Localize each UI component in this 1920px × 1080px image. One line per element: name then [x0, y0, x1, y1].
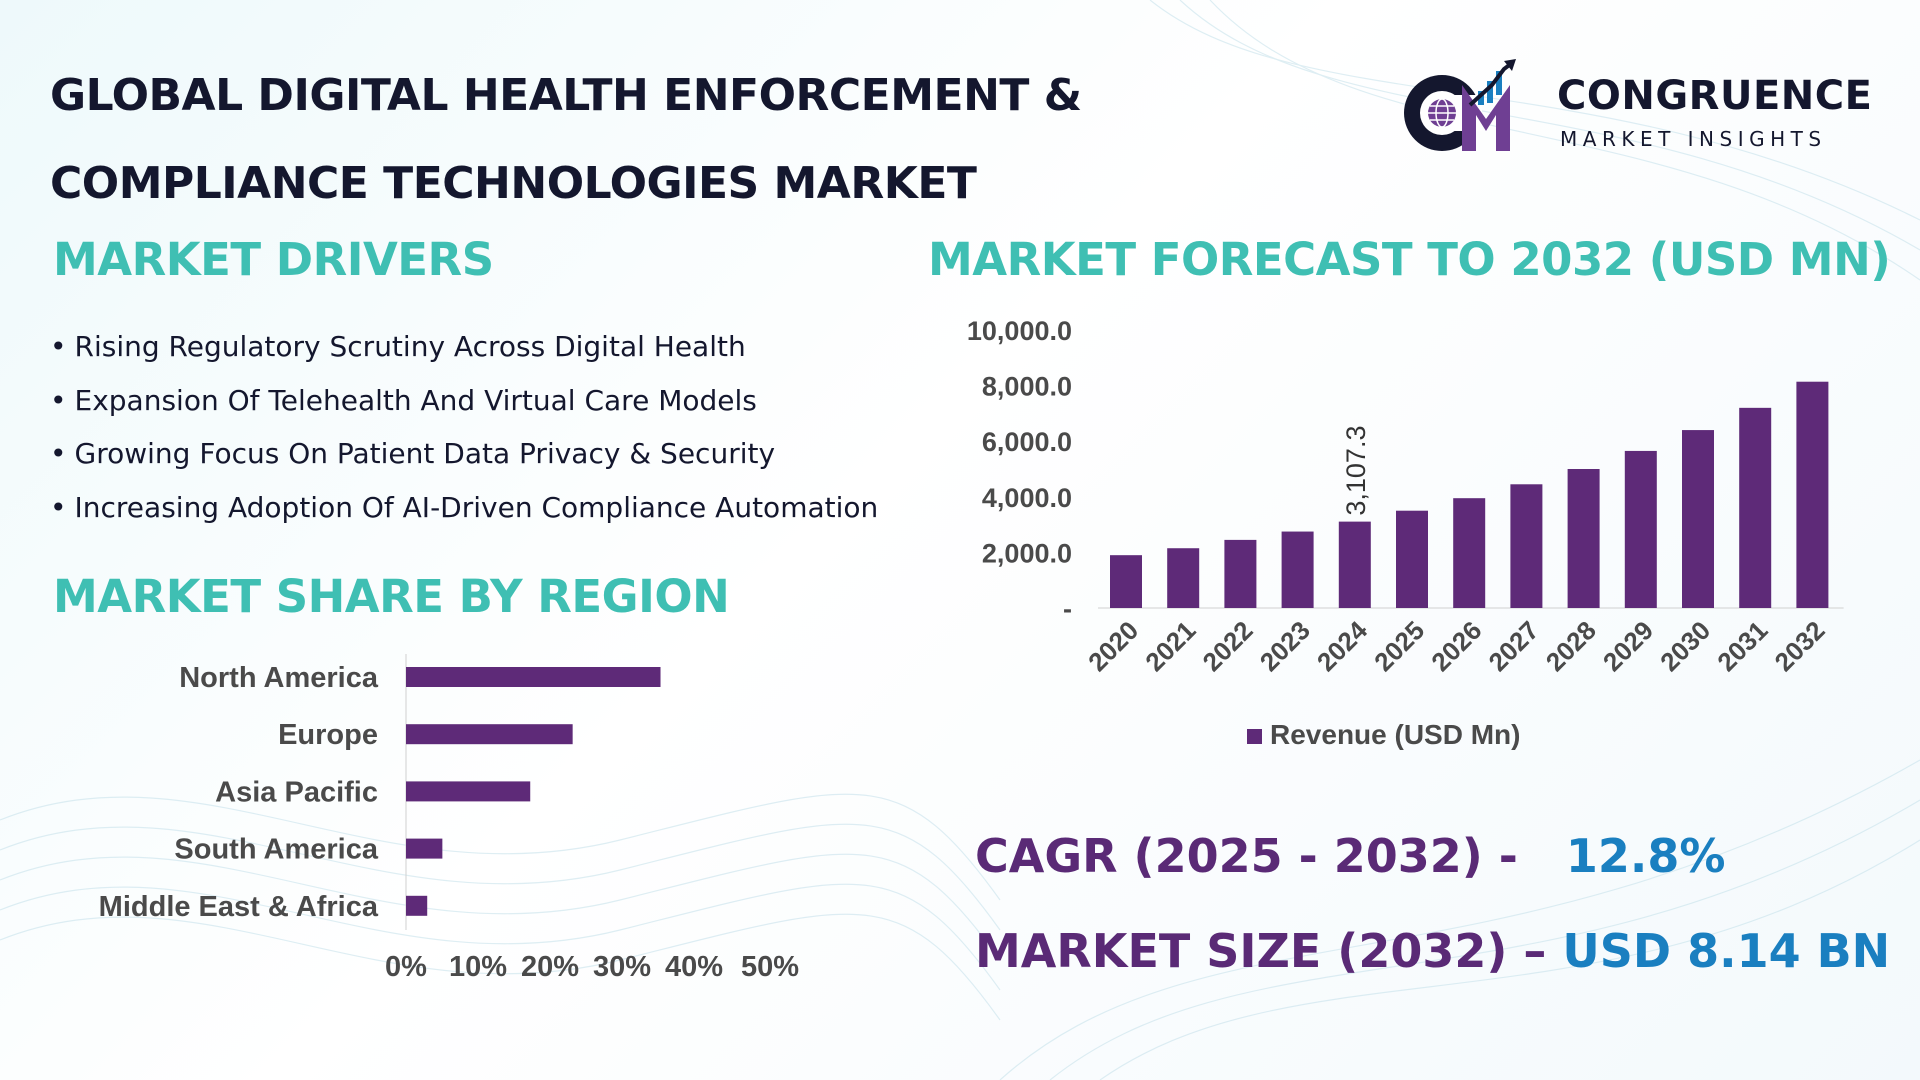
market-size-stat: MARKET SIZE (2032) – USD 8.14 BN	[975, 924, 1890, 978]
x-tick-label: 2022	[1197, 615, 1259, 677]
bar-2031	[1739, 407, 1772, 608]
bar-2028	[1567, 469, 1600, 608]
x-tick-label: 2026	[1425, 615, 1487, 677]
category-label: Middle East & Africa	[99, 891, 379, 923]
x-tick-label: 2027	[1483, 615, 1545, 677]
bar-2030	[1682, 430, 1714, 608]
driver-item: • Growing Focus On Patient Data Privacy &…	[50, 437, 776, 470]
bar-2021	[1167, 548, 1200, 608]
bar-2024	[1338, 521, 1371, 608]
x-tick-label: 2031	[1711, 615, 1773, 677]
bar-2025	[1396, 510, 1428, 608]
page-title: GLOBAL DIGITAL HEALTH ENFORCEMENT & COMP…	[50, 52, 1200, 228]
forecast-chart: - 2,000.0 4,000.0 6,000.0 8,000.0 10,000.0 202…	[967, 316, 1844, 750]
x-tick-label: 10%	[449, 951, 507, 983]
logo-brand-name: CONGRUENCE	[1557, 73, 1873, 119]
market-size-value: USD 8.14 BN	[1562, 924, 1891, 978]
x-tick-label: 40%	[665, 951, 723, 983]
y-tick-label: 6,000.0	[982, 427, 1072, 457]
bar-2026	[1453, 498, 1486, 608]
region-bar	[406, 724, 573, 745]
x-tick-label: 2030	[1654, 615, 1716, 677]
x-tick-label: 2024	[1311, 615, 1373, 677]
y-tick-label: 10,000.0	[967, 316, 1072, 346]
category-label: South America	[174, 834, 378, 866]
region-bar	[406, 781, 531, 802]
x-tick-label: 50%	[741, 951, 799, 983]
company-logo: CONGRUENCE MARKET INSIGHTS	[1400, 55, 1873, 160]
region-bar	[406, 895, 428, 916]
bar-2027	[1510, 484, 1543, 608]
legend-swatch	[1247, 729, 1262, 744]
x-tick-label: 2020	[1082, 615, 1144, 677]
x-tick-label: 2023	[1254, 615, 1316, 677]
market-size-label: MARKET SIZE (2032) –	[975, 924, 1547, 978]
y-tick-label: 2,000.0	[982, 538, 1072, 568]
bar-2032	[1796, 381, 1829, 608]
x-tick-label: 0%	[385, 951, 427, 983]
category-label: Asia Pacific	[215, 776, 378, 808]
bar-2022	[1224, 539, 1257, 608]
data-label: 3,107.3	[1341, 426, 1371, 516]
y-tick-label: 8,000.0	[982, 372, 1072, 402]
driver-item: • Expansion Of Telehealth And Virtual Car…	[50, 383, 757, 417]
x-tick-label: 2029	[1597, 615, 1659, 677]
x-tick-label: 30%	[593, 951, 651, 983]
x-tick-label: 2032	[1769, 615, 1831, 677]
title-line-2: COMPLIANCE TECHNOLOGIES MARKET	[50, 158, 977, 209]
y-tick-label: 4,000.0	[982, 483, 1072, 513]
y-tick-label: -	[1063, 594, 1072, 624]
driver-item: • Increasing Adoption Of AI-Driven Compli…	[50, 490, 879, 524]
driver-item: • Rising Regulatory Scrutiny Across Digit…	[50, 330, 746, 363]
bar-2020	[1110, 555, 1142, 608]
x-tick-label: 2028	[1540, 615, 1602, 677]
bar-2029	[1624, 450, 1657, 608]
drivers-heading: MARKET DRIVERS	[53, 233, 494, 286]
title-line-1: GLOBAL DIGITAL HEALTH ENFORCEMENT &	[50, 70, 1082, 121]
region-bar	[406, 838, 443, 859]
cagr-stat: CAGR (2025 - 2032) - 12.8%	[975, 829, 1726, 883]
legend-label: Revenue (USD Mn)	[1270, 719, 1520, 750]
logo-tagline: MARKET INSIGHTS	[1560, 127, 1827, 151]
x-tick-label: 2021	[1139, 615, 1201, 677]
x-tick-label: 2025	[1368, 615, 1430, 677]
region-bar	[406, 667, 661, 687]
category-label: Europe	[278, 719, 378, 751]
cagr-value: 12.8%	[1565, 829, 1726, 883]
forecast-heading: MARKET FORECAST TO 2032 (USD MN)	[928, 233, 1891, 286]
drivers-list: • Rising Regulatory Scrutiny Across Digit…	[50, 320, 878, 534]
x-tick-label: 20%	[521, 951, 579, 983]
region-heading: MARKET SHARE BY REGION	[53, 570, 730, 623]
logo-mark-icon	[1404, 59, 1516, 151]
region-share-chart: North America Europe Asia Pacific South Ame…	[99, 654, 799, 983]
cagr-label: CAGR (2025 - 2032) -	[975, 829, 1518, 883]
category-label: North America	[179, 662, 379, 694]
bar-2023	[1281, 531, 1314, 608]
